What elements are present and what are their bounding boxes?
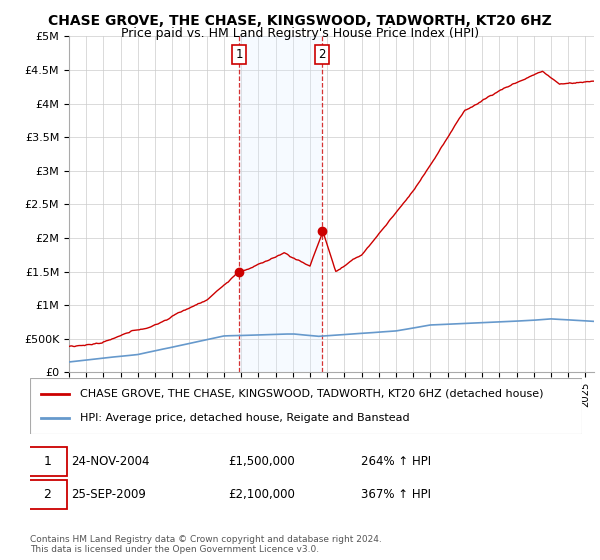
FancyBboxPatch shape — [27, 479, 67, 508]
FancyBboxPatch shape — [27, 447, 67, 476]
Text: Price paid vs. HM Land Registry's House Price Index (HPI): Price paid vs. HM Land Registry's House … — [121, 27, 479, 40]
Text: 367% ↑ HPI: 367% ↑ HPI — [361, 488, 431, 501]
Text: Contains HM Land Registry data © Crown copyright and database right 2024.
This d: Contains HM Land Registry data © Crown c… — [30, 535, 382, 554]
Text: £2,100,000: £2,100,000 — [229, 488, 296, 501]
Text: 25-SEP-2009: 25-SEP-2009 — [71, 488, 146, 501]
Text: £1,500,000: £1,500,000 — [229, 455, 295, 468]
Text: 1: 1 — [235, 48, 243, 61]
FancyBboxPatch shape — [30, 378, 582, 434]
Text: 1: 1 — [43, 455, 51, 468]
Text: 2: 2 — [43, 488, 51, 501]
Text: HPI: Average price, detached house, Reigate and Banstead: HPI: Average price, detached house, Reig… — [80, 413, 409, 423]
Bar — [239, 36, 322, 372]
Text: CHASE GROVE, THE CHASE, KINGSWOOD, TADWORTH, KT20 6HZ (detached house): CHASE GROVE, THE CHASE, KINGSWOOD, TADWO… — [80, 389, 543, 399]
Text: CHASE GROVE, THE CHASE, KINGSWOOD, TADWORTH, KT20 6HZ: CHASE GROVE, THE CHASE, KINGSWOOD, TADWO… — [48, 14, 552, 28]
Text: 2: 2 — [319, 48, 326, 61]
Text: 24-NOV-2004: 24-NOV-2004 — [71, 455, 150, 468]
Text: 264% ↑ HPI: 264% ↑ HPI — [361, 455, 431, 468]
